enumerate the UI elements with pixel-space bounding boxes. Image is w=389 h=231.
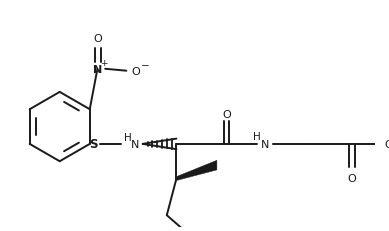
Text: −: − <box>141 61 150 71</box>
Text: O: O <box>347 173 356 183</box>
Text: S: S <box>89 138 98 151</box>
Text: +: + <box>100 59 108 68</box>
Text: N: N <box>261 139 269 149</box>
Text: O: O <box>131 66 140 76</box>
Polygon shape <box>177 161 217 181</box>
Text: O: O <box>222 109 231 119</box>
Text: H: H <box>124 133 132 143</box>
Text: O: O <box>384 139 389 149</box>
Text: N: N <box>131 139 139 149</box>
Text: O: O <box>93 34 102 44</box>
Text: H: H <box>252 132 260 142</box>
Text: N: N <box>93 64 102 74</box>
